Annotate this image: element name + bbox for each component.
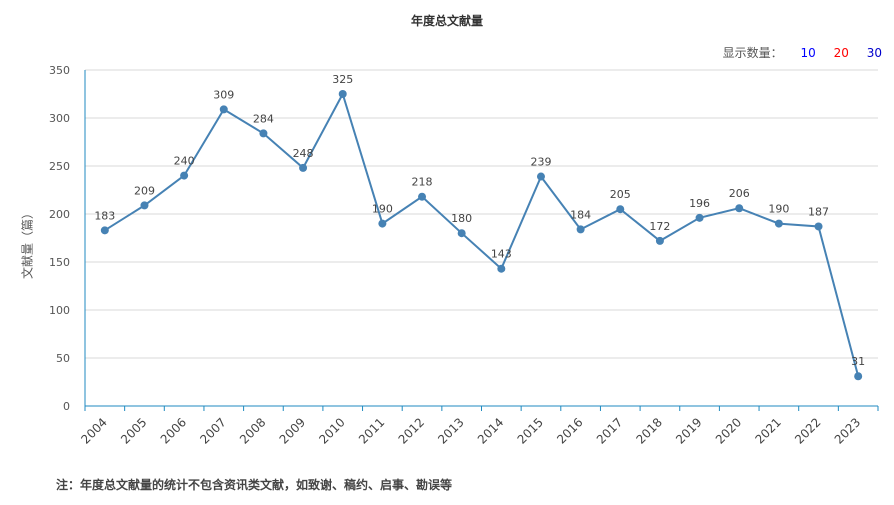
data-label: 190 [768,203,789,216]
data-point [418,192,427,201]
x-tick-label: 2023 [832,415,863,446]
footnote: 注：年度总文献量的统计不包含资讯类文献，如致谢、稿约、启事、勘误等 [56,478,453,492]
data-label: 196 [689,197,710,210]
data-label: 180 [451,212,472,225]
data-point [655,236,664,245]
data-label: 209 [134,184,155,197]
data-point [774,219,783,228]
data-label: 239 [530,156,551,169]
data-label: 172 [649,220,670,233]
x-tick-label: 2022 [792,415,823,446]
display-count-selector: 显示数量： 10 20 30 [723,44,882,61]
data-label: 309 [213,88,234,101]
chart-title: 年度总文献量 [410,14,483,28]
data-label: 143 [491,248,512,261]
x-tick-label: 2017 [594,415,625,446]
data-label: 218 [412,176,433,189]
data-label: 184 [570,208,591,221]
data-point [457,229,466,238]
data-point [140,201,149,210]
x-tick-label: 2005 [118,415,149,446]
data-point [378,219,387,228]
x-tick-label: 2011 [356,415,387,446]
x-tick-label: 2020 [713,415,744,446]
data-label: 187 [808,205,829,218]
data-label: 284 [253,112,274,125]
data-point [616,205,625,214]
data-point [536,172,545,181]
data-point [219,105,228,114]
x-tick-label: 2010 [316,415,347,446]
y-tick-label: 200 [49,208,70,221]
data-label: 205 [610,188,631,201]
y-tick-label: 350 [49,64,70,77]
x-tick-label: 2008 [237,415,268,446]
y-tick-label: 300 [49,112,70,125]
display-count-option-10[interactable]: 10 [800,46,816,60]
data-point [576,225,585,234]
data-label: 190 [372,203,393,216]
y-tick-label: 50 [56,352,70,365]
data-label: 240 [174,155,195,168]
data-point [259,129,268,138]
x-tick-label: 2016 [554,415,585,446]
data-point [854,372,863,381]
data-point [100,226,109,235]
data-point [338,90,347,98]
display-count-option-30[interactable]: 30 [866,46,882,60]
x-tick-label: 2021 [752,415,783,446]
data-label: 325 [332,73,353,86]
x-tick-label: 2004 [78,415,109,446]
data-point [299,163,308,172]
display-count-label: 显示数量： [722,46,783,60]
series-line [104,91,860,377]
data-point [735,204,744,213]
data-label: 248 [293,147,314,160]
y-tick-label: 150 [49,256,70,269]
display-count-option-20[interactable]: 20 [833,46,849,60]
x-tick-label: 2007 [197,415,228,446]
y-tick-label: 250 [49,160,70,173]
data-point [497,264,506,273]
y-tick-label: 100 [49,304,70,317]
x-tick-label: 2006 [158,415,189,446]
x-tick-label: 2013 [435,415,466,446]
x-tick-label: 2009 [277,415,308,446]
data-point [814,222,823,231]
x-tick-label: 2019 [673,415,704,446]
x-tick-label: 2018 [634,415,665,446]
data-label: 183 [94,209,115,222]
x-tick-label: 2012 [396,415,427,446]
data-label: 206 [729,187,750,200]
data-point [180,171,189,180]
y-tick-label: 0 [63,400,70,413]
x-tick-label: 2014 [475,415,506,446]
data-point [695,213,704,222]
x-tick-label: 2015 [515,415,546,446]
data-label: 31 [851,355,865,368]
